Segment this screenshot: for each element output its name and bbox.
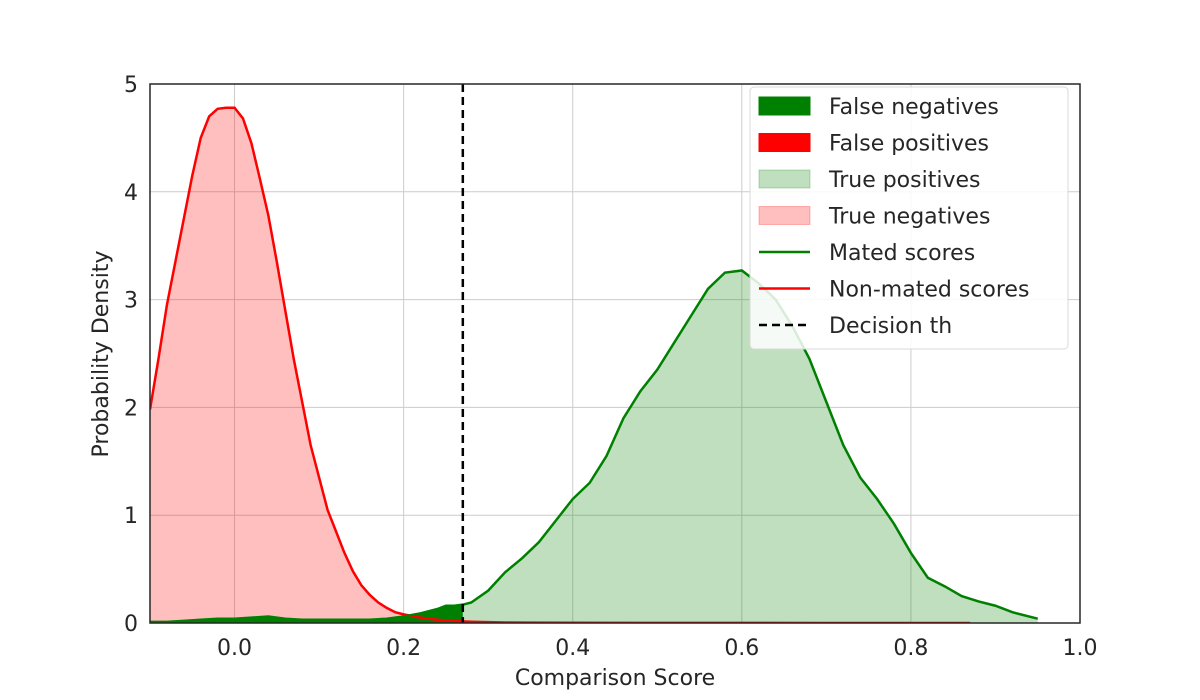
y-tick-label: 3 xyxy=(124,289,138,314)
legend-item: True negatives xyxy=(758,205,990,230)
legend-item: False positives xyxy=(758,132,989,157)
legend: False negatives False positives True posit… xyxy=(749,86,1069,350)
x-tick-label: 0.6 xyxy=(724,636,759,661)
x-tick-label: 0.4 xyxy=(555,636,590,661)
y-tick-label: 1 xyxy=(124,504,138,529)
true-negatives-area xyxy=(150,107,463,623)
axes-frame xyxy=(149,83,1081,624)
tick-labels: 0.0 0.2 0.4 0.6 0.8 1.0 0 1 2 3 4 5 xyxy=(124,73,1098,661)
y-tick-label: 0 xyxy=(124,612,138,637)
x-tick-label: 0.0 xyxy=(217,636,252,661)
x-tick-label: 0.8 xyxy=(893,636,928,661)
true-positives-area xyxy=(462,270,1038,623)
y-tick-label: 5 xyxy=(124,73,138,98)
legend-label: False negatives xyxy=(829,95,999,120)
mated-scores-line xyxy=(150,269,1039,623)
x-tick-label: 1.0 xyxy=(1063,636,1098,661)
legend-swatch xyxy=(758,133,811,152)
legend-label: False positives xyxy=(829,132,989,157)
legend-swatch xyxy=(758,206,811,225)
legend-label: True negatives xyxy=(828,205,990,230)
x-axis-label: Comparison Score xyxy=(515,666,715,691)
legend-label: Decision th xyxy=(829,314,952,339)
legend-box xyxy=(749,86,1069,350)
plot-frame xyxy=(149,83,1081,624)
legend-label: True positives xyxy=(828,168,980,193)
legend-item: False negatives xyxy=(758,95,999,120)
y-tick-label: 2 xyxy=(124,396,138,421)
legend-item: Decision th xyxy=(759,314,952,339)
y-tick-label: 4 xyxy=(124,181,138,206)
legend-swatch xyxy=(758,96,811,116)
legend-label: Non-mated scores xyxy=(829,278,1029,303)
legend-item: Non-mated scores xyxy=(759,278,1029,303)
y-axis-label: Probability Density xyxy=(89,251,114,458)
x-tick-label: 0.2 xyxy=(386,636,421,661)
legend-label: Mated scores xyxy=(829,241,975,266)
legend-swatch xyxy=(758,169,811,189)
legend-item: True positives xyxy=(758,168,980,193)
legend-item: Mated scores xyxy=(759,241,975,266)
